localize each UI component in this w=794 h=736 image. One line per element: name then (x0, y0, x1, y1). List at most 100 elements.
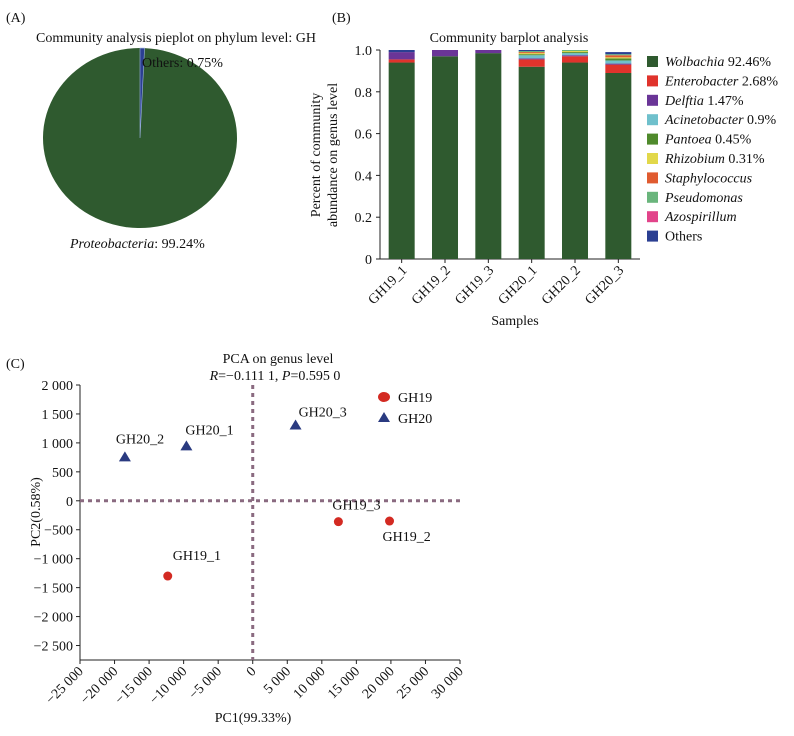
bar-segment-pseudomonas (518, 51, 545, 53)
bar-segment-delftia (388, 52, 415, 60)
bar-segment-others (388, 50, 415, 53)
legend-swatch-rhizobium (647, 153, 658, 164)
pca-xtick-label: 10 000 (291, 664, 329, 702)
legend-swatch-pseudomonas (647, 191, 658, 203)
pca-ytick-label: 0 (66, 495, 73, 510)
legend-item-pantoea: Pantoea 0.45% (664, 133, 752, 148)
bar-segment-rhizobium (562, 51, 588, 53)
pca-chart: PCA on genus level R=−0.111 1, P=0.595 0… (29, 352, 467, 726)
legend-item-pseudomonas: Pseudomonas (664, 191, 743, 206)
pca-ytick-label: 500 (52, 466, 73, 481)
bar-xtick-label: GH19_3 (452, 263, 497, 308)
bar-segment-wolbachia (562, 62, 588, 259)
pca-subtitle-p: P (281, 369, 291, 384)
pca-legend-label-gh20: GH20 (398, 412, 432, 427)
bar-segment-others (518, 50, 545, 52)
legend-swatch-pantoea (647, 133, 658, 145)
legend-swatch-azospirillum (647, 211, 658, 223)
pca-legend-marker-gh19 (378, 392, 390, 402)
legend-name-wolbachia: Wolbachia (665, 55, 724, 70)
bar-segment-pseudomonas (605, 54, 632, 56)
bar-ytick-label: 0.6 (355, 128, 373, 143)
bar-segment-delftia (432, 50, 458, 57)
bar-chart: Community barplot analysis 0 0.2 0.4 0.6 0.8… (309, 31, 778, 329)
pca-point-gh20_3 (289, 419, 302, 430)
bar-segment-pseudomonas (562, 50, 588, 52)
panel-a-label: (A) (6, 11, 26, 26)
pca-xtick-label: −5 000 (187, 664, 225, 702)
legend-name-pantoea: Pantoea (664, 133, 712, 148)
pie-label-proteobacteria: Proteobacteria: 99.24% (69, 237, 205, 252)
legend-value-wolbachia: 92.46% (724, 55, 771, 70)
legend-value-acinetobacter: 0.9% (744, 113, 777, 128)
bar-segment-enterobacter (605, 64, 632, 73)
pca-xtick-label: 25 000 (394, 664, 432, 702)
pie-chart: Community analysis pieplot on phylum lev… (36, 31, 316, 252)
pca-ytick-label: −2 500 (34, 640, 73, 655)
bar-ylabel-line1: Percent of community (309, 93, 324, 217)
legend-name-acinetobacter: Acinetobacter (664, 113, 744, 128)
bar-segment-delftia (475, 50, 502, 54)
pca-xtick-label: −20 000 (78, 664, 121, 707)
bar-segment-wolbachia (432, 56, 458, 259)
legend-item-rhizobium: Rhizobium 0.31% (664, 152, 765, 167)
pca-ytick-label: −1 000 (34, 553, 73, 568)
pca-point-label-gh19_1: GH19_1 (173, 549, 221, 564)
pca-point-label-gh19_2: GH19_2 (383, 530, 431, 545)
pca-subtitle: R=−0.111 1, P=0.595 0 (209, 369, 341, 384)
bar-segment-delftia (562, 55, 588, 57)
bar-segment-others (605, 52, 632, 55)
bar-segment-enterobacter (518, 59, 545, 67)
legend-item-enterobacter: Enterobacter 2.68% (664, 74, 778, 89)
pca-point-label-gh20_2: GH20_2 (116, 432, 164, 447)
legend-name-rhizobium: Rhizobium (664, 152, 725, 167)
pca-xtick-label: −10 000 (147, 664, 190, 707)
pca-xtick-label: 15 000 (325, 664, 363, 702)
legend-item-others: Others (665, 230, 702, 245)
bar-segment-delftia (605, 63, 632, 65)
bar-segment-wolbachia (388, 62, 415, 259)
pca-xtick-label: 20 000 (360, 664, 398, 702)
bar-title: Community barplot analysis (430, 31, 589, 46)
legend-swatch-acinetobacter (647, 114, 658, 126)
pca-xtick-label: −15 000 (112, 664, 155, 707)
legend-name-others: Others (665, 230, 702, 245)
pca-ytick-label: −500 (44, 524, 73, 539)
pca-legend-label-gh19: GH19 (398, 391, 432, 406)
bar-ytick-label: 0.4 (355, 169, 373, 184)
bar-segment-staphylococcus (605, 55, 632, 58)
bar-segment-pantoea (562, 52, 588, 54)
pca-point-gh19_3 (333, 517, 343, 527)
pca-point-gh20_2 (118, 451, 131, 462)
pca-xtick-label: −25 000 (43, 664, 86, 707)
pie-title: Community analysis pieplot on phylum lev… (36, 31, 316, 46)
pca-ytick-label: 1 500 (42, 408, 74, 423)
legend-item-delftia: Delftia 1.47% (664, 94, 744, 109)
pca-point-gh19_1 (163, 571, 173, 581)
bar-segment-wolbachia (518, 66, 545, 259)
pca-ytick-label: −2 000 (34, 611, 73, 626)
legend-name-delftia: Delftia (664, 94, 704, 109)
bar-segment-rhizobium (605, 57, 632, 59)
pca-ylabel: PC2(0.58%) (29, 477, 44, 547)
legend-value-rhizobium: 0.31% (725, 152, 765, 167)
bar-ytick-label: 1.0 (355, 44, 373, 59)
bar-segment-wolbachia (475, 53, 502, 259)
legend-name-enterobacter: Enterobacter (664, 74, 739, 89)
legend-swatch-others (647, 230, 658, 242)
bar-segment-acinetobacter (518, 55, 545, 59)
bar-segment-pantoea (518, 54, 545, 56)
legend-name-azospirillum: Azospirillum (664, 210, 737, 225)
bar-ytick-label: 0 (365, 253, 372, 268)
bar-segment-acinetobacter (562, 53, 588, 56)
pca-xlabel: PC1(99.33%) (215, 711, 292, 726)
pie-slice-others (139, 47, 145, 139)
pca-point-gh19_2 (385, 516, 395, 526)
pca-subtitle-r: R (209, 369, 219, 384)
bar-segment-staphylococcus (518, 52, 545, 54)
legend-swatch-wolbachia (647, 56, 658, 67)
bar-segment-pantoea (605, 58, 632, 61)
legend-swatch-staphylococcus (647, 172, 658, 184)
pca-ytick-label: −1 500 (34, 582, 73, 597)
